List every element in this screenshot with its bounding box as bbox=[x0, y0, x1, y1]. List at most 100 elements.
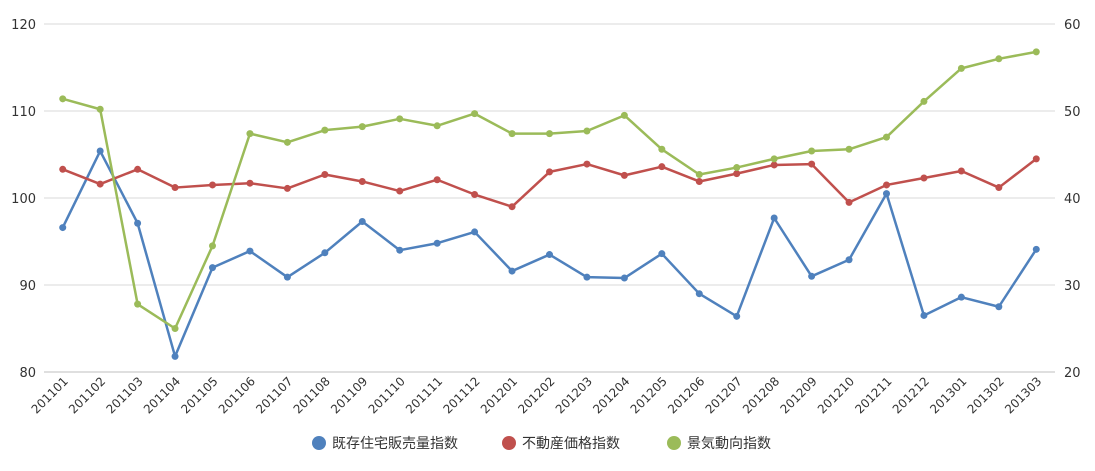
data-point bbox=[96, 147, 104, 155]
data-point bbox=[883, 133, 890, 141]
data-point bbox=[695, 171, 703, 179]
data-point bbox=[209, 181, 216, 189]
data-point bbox=[995, 184, 1003, 192]
data-point bbox=[620, 274, 628, 282]
data-point bbox=[283, 273, 291, 281]
series-1 bbox=[59, 147, 1040, 360]
data-point bbox=[620, 171, 628, 179]
data-point bbox=[396, 115, 404, 123]
left-tick-label: 80 bbox=[19, 366, 36, 381]
legend-marker bbox=[502, 436, 516, 450]
x-tick-label: 201205 bbox=[628, 374, 670, 416]
series-line bbox=[62, 157, 1038, 208]
x-tick-label: 201211 bbox=[852, 374, 894, 416]
x-tick-label: 201112 bbox=[440, 374, 482, 416]
data-point bbox=[583, 273, 591, 281]
data-point bbox=[321, 126, 329, 134]
data-point bbox=[171, 352, 179, 360]
data-point bbox=[433, 122, 441, 130]
legend: 既存住宅販売量指数 不動産価格指数 景気動向指数 bbox=[312, 436, 771, 452]
left-tick-label: 110 bbox=[11, 105, 36, 120]
legend-label: 不動産価格指数 bbox=[522, 436, 620, 452]
data-point bbox=[246, 130, 254, 138]
data-point bbox=[770, 214, 778, 222]
data-point bbox=[209, 242, 216, 250]
data-point bbox=[433, 239, 441, 247]
data-point bbox=[995, 55, 1003, 63]
data-point bbox=[508, 130, 516, 138]
data-point bbox=[845, 198, 853, 206]
x-tick-label: 201102 bbox=[66, 374, 108, 416]
x-tick-label: 201207 bbox=[703, 374, 745, 416]
left-tick-label: 100 bbox=[11, 192, 36, 207]
x-tick-label: 201110 bbox=[366, 374, 408, 416]
data-point bbox=[808, 160, 816, 168]
data-point bbox=[396, 246, 404, 254]
x-tick-label: 201104 bbox=[141, 374, 183, 416]
x-tick-label: 201209 bbox=[777, 374, 819, 416]
data-point bbox=[995, 303, 1003, 311]
right-tick-label: 30 bbox=[1064, 279, 1081, 294]
data-point bbox=[1032, 48, 1040, 56]
x-tick-label: 201303 bbox=[1002, 374, 1044, 416]
data-point bbox=[546, 251, 553, 259]
data-point bbox=[957, 293, 965, 301]
data-point bbox=[283, 138, 291, 146]
data-point bbox=[471, 191, 479, 199]
data-point bbox=[246, 247, 254, 255]
grid-lines bbox=[44, 23, 1055, 373]
data-point bbox=[1032, 245, 1040, 253]
series-line bbox=[62, 50, 1037, 330]
data-point bbox=[1032, 155, 1040, 163]
x-tick-label: 201111 bbox=[403, 374, 445, 416]
data-point bbox=[845, 256, 853, 264]
data-point bbox=[471, 110, 479, 118]
data-point bbox=[358, 217, 366, 225]
left-y-axis: 80 90 100 110 120 bbox=[11, 18, 36, 381]
data-point bbox=[546, 168, 553, 176]
data-point bbox=[658, 145, 666, 153]
x-tick-label: 201203 bbox=[553, 374, 595, 416]
data-point bbox=[396, 187, 404, 195]
data-point bbox=[883, 181, 890, 189]
data-point bbox=[283, 184, 291, 192]
data-point bbox=[59, 95, 67, 103]
data-point bbox=[246, 179, 254, 187]
data-point bbox=[620, 111, 628, 119]
data-point bbox=[583, 160, 591, 168]
data-point bbox=[433, 176, 441, 184]
x-tick-label: 201210 bbox=[815, 374, 857, 416]
data-point bbox=[134, 300, 142, 308]
x-tick-label: 201106 bbox=[216, 374, 258, 416]
left-tick-label: 120 bbox=[11, 18, 36, 33]
x-tick-label: 201208 bbox=[740, 374, 782, 416]
data-point bbox=[471, 228, 479, 236]
data-point bbox=[920, 97, 928, 105]
legend-marker bbox=[667, 436, 681, 450]
x-tick-label: 201103 bbox=[103, 374, 145, 416]
x-tick-label: 201302 bbox=[965, 374, 1007, 416]
data-point bbox=[171, 184, 179, 192]
legend-marker bbox=[312, 436, 326, 450]
data-point bbox=[695, 290, 703, 298]
data-point bbox=[358, 177, 366, 185]
legend-label: 既存住宅販売量指数 bbox=[332, 436, 458, 452]
series-layer bbox=[59, 48, 1040, 360]
data-point bbox=[770, 161, 778, 169]
data-point bbox=[658, 250, 666, 258]
data-point bbox=[96, 105, 104, 113]
x-tick-label: 201107 bbox=[253, 374, 295, 416]
data-point bbox=[508, 203, 516, 211]
data-point bbox=[808, 272, 816, 280]
data-point bbox=[321, 171, 329, 179]
data-point bbox=[59, 224, 67, 232]
data-point bbox=[695, 177, 703, 185]
x-tick-label: 201212 bbox=[890, 374, 932, 416]
data-point bbox=[883, 190, 890, 198]
data-point bbox=[658, 163, 666, 171]
x-tick-label: 201204 bbox=[590, 374, 632, 416]
data-point bbox=[546, 130, 553, 138]
right-tick-label: 40 bbox=[1064, 192, 1081, 207]
x-tick-label: 201202 bbox=[515, 374, 557, 416]
